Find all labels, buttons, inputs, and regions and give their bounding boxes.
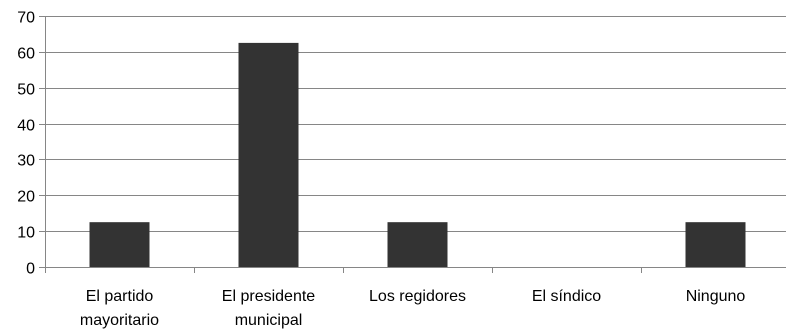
y-tick-label-50: 50: [17, 82, 35, 99]
x-label-1-line-1: municipal: [235, 312, 303, 329]
bar-4: [685, 222, 746, 267]
x-label-4-line-0: Ninguno: [686, 288, 746, 305]
y-tick-label-10: 10: [17, 225, 35, 242]
y-tick-label-20: 20: [17, 189, 35, 206]
x-label-3-line-0: El síndico: [532, 288, 601, 305]
y-axis-ticks: 0 10 20 30 40 50 60 70: [17, 10, 45, 278]
bar-1: [238, 42, 299, 268]
x-label-1-line-0: El presidente: [222, 288, 315, 305]
y-tick-label-70: 70: [17, 10, 35, 27]
x-label-0-line-1: mayoritario: [80, 312, 159, 329]
x-label-0-line-0: El partido: [86, 288, 154, 305]
x-axis-labels: El partido mayoritario El presidente munici…: [80, 288, 745, 329]
y-tick-label-40: 40: [17, 118, 35, 135]
y-tick-label-30: 30: [17, 153, 35, 170]
gridlines: [45, 16, 786, 232]
bars: [89, 42, 746, 268]
y-tick-label-0: 0: [26, 261, 35, 278]
bar-2: [387, 222, 448, 267]
y-tick-label-60: 60: [17, 46, 35, 63]
axes: [45, 16, 786, 273]
x-label-2-line-0: Los regidores: [369, 288, 466, 305]
bar-0: [89, 222, 150, 267]
